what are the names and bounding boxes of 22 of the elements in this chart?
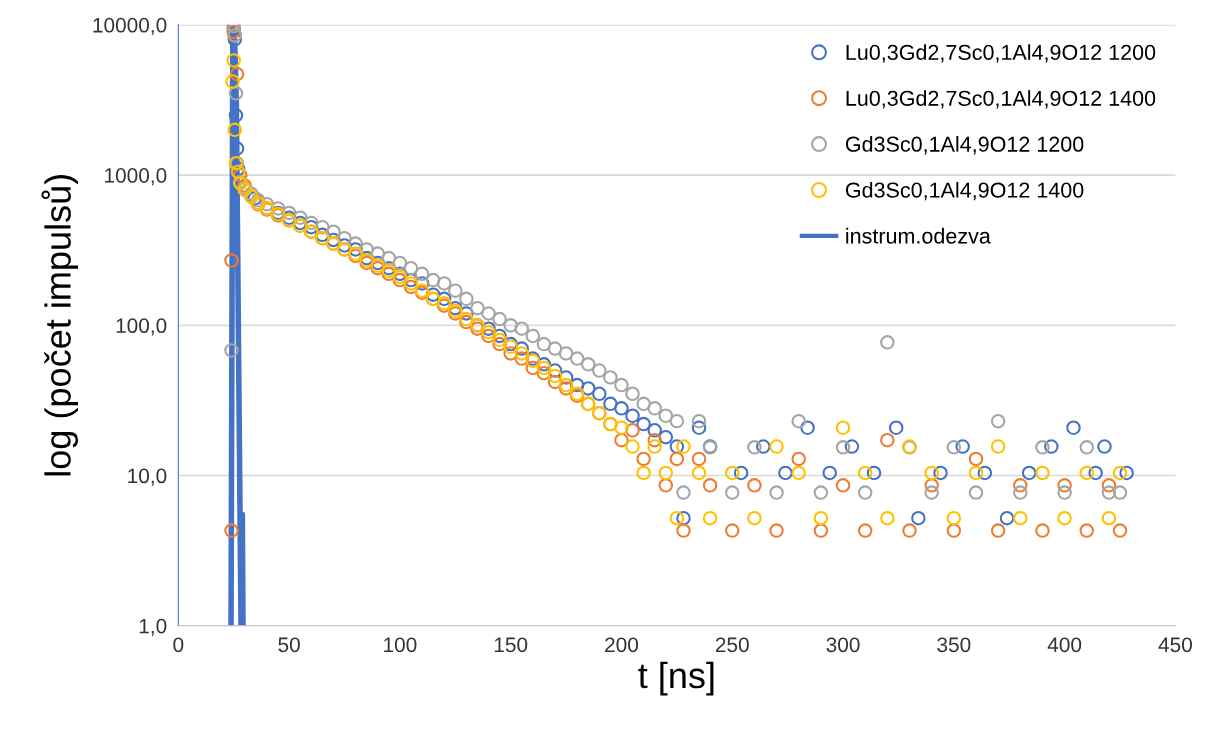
x-tick-label: 250 <box>715 637 749 653</box>
x-tick-label: 100 <box>384 637 417 653</box>
x-axis-title: t [ns] <box>638 661 714 696</box>
y-tick-label: 1000,0 <box>105 168 167 186</box>
y-tick-label: 10000,0 <box>93 17 167 36</box>
y-tick-label: 10,0 <box>128 468 167 486</box>
x-tick-label: 300 <box>826 637 860 653</box>
legend-label: instrum.odezva <box>846 227 991 244</box>
x-tick-label: 0 <box>173 637 184 653</box>
x-tick-label: 350 <box>937 637 971 653</box>
x-tick-label: 50 <box>278 637 300 653</box>
y-axis-title: log (počet impulsů) <box>41 174 79 476</box>
y-tick-label: 1,0 <box>139 618 167 636</box>
y-tick-label: 100,0 <box>116 318 167 336</box>
legend-label: Lu0,3Gd2,7Sc0,1Al4,9O12 1400 <box>846 90 1156 109</box>
x-tick-label: 150 <box>494 637 528 653</box>
x-tick-label: 400 <box>1047 637 1082 653</box>
legend-label: Lu0,3Gd2,7Sc0,1Al4,9O12 1200 <box>846 44 1156 63</box>
legend-label: Gd3Sc0,1Al4,9O12 1400 <box>845 181 1084 201</box>
x-tick-label: 200 <box>605 637 639 653</box>
legend-label: Gd3Sc0,1Al4,9O12 1200 <box>845 136 1084 155</box>
x-tick-label: 450 <box>1158 637 1192 653</box>
